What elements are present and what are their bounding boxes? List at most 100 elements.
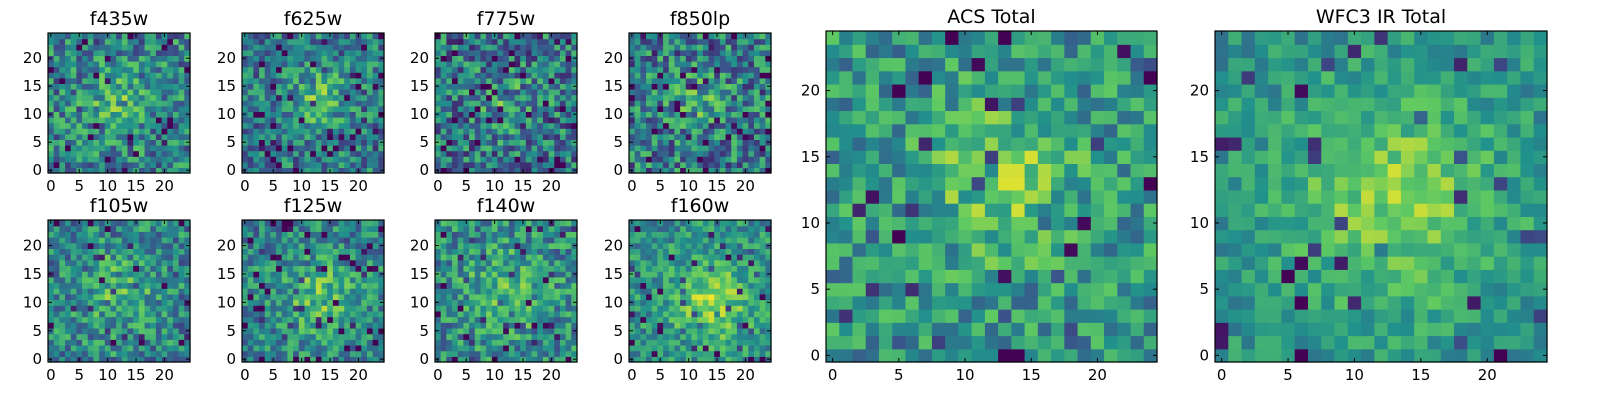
heatmap-cell [753,276,761,284]
heatmap-cell [742,161,749,168]
heatmap-cell [321,77,328,84]
heatmap-cell [491,339,499,346]
heatmap-cell [503,156,510,163]
heatmap-cell [685,77,693,84]
heatmap-cell [321,100,328,107]
heatmap-cell [725,167,732,174]
heatmap-cell [338,89,345,96]
heatmap-cell [452,350,459,357]
heatmap-cell [634,117,641,124]
y-tick-label: 0 [226,161,236,179]
heatmap-cell [548,139,555,146]
heatmap-cell [276,220,283,227]
heatmap-cell [651,310,658,318]
heatmap-cell [65,66,72,73]
heatmap-cell [486,133,493,140]
heatmap-cell [714,122,721,129]
heatmap-cell [680,122,687,129]
heatmap-cell [155,248,163,255]
heatmap-cell [270,225,277,232]
heatmap-cell [571,128,578,135]
heatmap-cell [469,89,476,96]
heatmap-cell [127,33,134,40]
heatmap-cell [281,133,289,140]
heatmap-cell [99,128,106,135]
heatmap-cell [765,89,772,96]
heatmap-cell [253,333,260,340]
heatmap-cell [93,305,100,312]
heatmap-cell [48,77,55,84]
heatmap-cell [663,339,670,346]
heatmap-cell [99,288,106,295]
heatmap-cell [691,66,698,73]
heatmap-cell [657,339,664,346]
heatmap-cell [287,344,294,352]
heatmap-cell [435,156,442,163]
heatmap-cell [59,167,66,174]
heatmap-cell [508,161,516,168]
heatmap-cell [446,111,453,118]
heatmap-cell [138,242,146,249]
heatmap-cell [70,77,77,84]
heatmap-cell [264,89,271,96]
heatmap-cell [452,161,459,168]
heatmap-cell [150,33,157,40]
heatmap-cell [759,293,766,301]
heatmap-cell [270,271,277,278]
heatmap-cell [338,44,345,51]
heatmap-cell [178,77,185,84]
heatmap-cell [542,254,550,261]
heatmap-cell [93,350,100,357]
heatmap-cell [167,259,174,267]
heatmap-cell [99,237,106,244]
heatmap-cell [264,49,271,56]
heatmap-cell [155,100,163,107]
heatmap-cell [327,66,334,73]
heatmap-cell [178,344,185,352]
heatmap-cell [247,72,254,79]
heatmap-cell [93,49,100,56]
heatmap-cell [629,344,636,352]
heatmap-cell [344,220,351,227]
heatmap-cell [651,288,658,295]
heatmap-cell [264,167,271,174]
heatmap-cell [663,122,670,129]
y-tick-label: 5 [613,133,623,151]
heatmap-cell [287,111,294,118]
heatmap-cell [304,322,311,329]
heatmap-cell [116,38,123,45]
heatmap-cell [514,145,521,152]
heatmap-cell [59,220,66,227]
heatmap-cell [491,145,499,152]
heatmap-cell [70,220,77,227]
x-tick-label: 0 [240,177,250,195]
heatmap-cell [270,55,277,62]
heatmap-cell [110,61,117,68]
heatmap-cell [691,111,698,118]
heatmap-cell [110,77,117,84]
heatmap-cell [531,344,538,352]
heatmap-cell [731,72,738,79]
heatmap-cell [87,231,95,238]
heatmap-cell [99,225,106,232]
heatmap-cell [82,128,89,135]
heatmap-cell [259,344,266,352]
heatmap-cell [121,105,129,112]
heatmap-cell [155,111,163,118]
heatmap-cell [298,72,306,79]
heatmap-cell [525,282,533,289]
x-tick-label: 5 [268,366,278,384]
heatmap-cell [663,161,670,168]
heatmap-cell [276,44,283,51]
heatmap-cell [668,117,676,124]
heatmap-cell [59,242,66,249]
heatmap-cell [298,100,306,107]
heatmap-cell [127,44,134,51]
heatmap-cell [480,293,487,301]
heatmap-cell [542,128,550,135]
heatmap-cell [463,72,470,79]
heatmap-cell [247,327,254,335]
heatmap-cell [691,310,698,318]
heatmap-cell [736,72,744,79]
heatmap-cell [99,276,106,284]
